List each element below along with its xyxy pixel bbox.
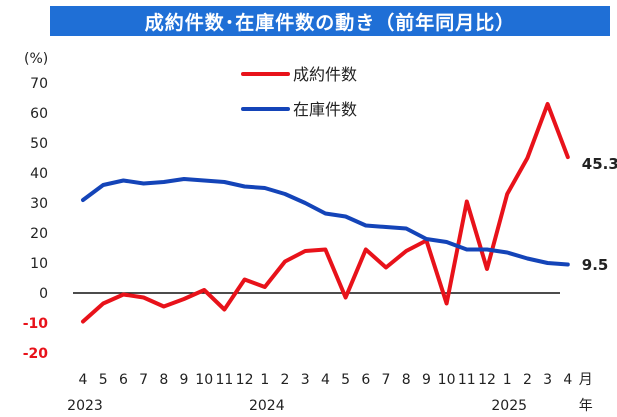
- x-tick-label: 3: [543, 372, 552, 388]
- x-tick-label: 11: [458, 372, 476, 388]
- x-tick-label: 9: [180, 372, 189, 388]
- y-tick-label: 40: [30, 166, 48, 182]
- y-tick-label: 70: [30, 76, 48, 92]
- x-year-label: 2025: [491, 398, 527, 414]
- end-labels: 45.3 9.5: [582, 155, 617, 274]
- x-tick-label: 10: [195, 372, 213, 388]
- x-tick-label: 12: [236, 372, 254, 388]
- x-tick-label: 5: [99, 372, 108, 388]
- x-year-label: 2024: [249, 398, 285, 414]
- y-tick-label: 50: [30, 136, 48, 152]
- end-value-label: 9.5: [582, 256, 609, 274]
- x-tick-label: 6: [361, 372, 370, 388]
- x-tick-label: 2: [281, 372, 290, 388]
- chart-title: 成約件数･在庫件数の動き（前年同月比）: [50, 6, 610, 36]
- y-tick-label: 30: [30, 196, 48, 212]
- y-tick-label: 60: [30, 106, 48, 122]
- x-tick-label: 11: [215, 372, 233, 388]
- y-tick-label: 0: [39, 286, 48, 302]
- legend-label: 成約件数: [293, 65, 357, 84]
- x-unit-year: 年: [579, 398, 593, 414]
- x-tick-label: 7: [139, 372, 148, 388]
- x-tick-label: 1: [260, 372, 269, 388]
- end-value-label: 45.3: [582, 155, 617, 173]
- x-tick-label: 12: [478, 372, 496, 388]
- y-axis-label: (%): [24, 51, 48, 67]
- x-tick-label: 7: [382, 372, 391, 388]
- legend-label: 在庫件数: [293, 100, 357, 119]
- y-tick-label: 10: [30, 256, 48, 272]
- x-tick-label: 8: [402, 372, 411, 388]
- x-tick-label: 4: [563, 372, 572, 388]
- x-tick-label: 9: [422, 372, 431, 388]
- y-tick-label: 20: [30, 226, 48, 242]
- x-tick-label: 5: [341, 372, 350, 388]
- x-tick-label: 4: [79, 372, 88, 388]
- series-lines: [81, 102, 570, 324]
- y-tick-label: -20: [23, 346, 49, 362]
- x-tick-label: 8: [159, 372, 168, 388]
- series-line-inventory: [81, 177, 570, 267]
- x-year-label: 2023: [67, 398, 103, 414]
- x-tick-label: 3: [301, 372, 310, 388]
- y-tick-label: -10: [23, 316, 49, 332]
- x-tick-label: 2: [523, 372, 532, 388]
- x-unit-month: 月: [579, 372, 593, 388]
- x-tick-label: 10: [438, 372, 456, 388]
- x-tick-label: 6: [119, 372, 128, 388]
- x-tick-label: 1: [503, 372, 512, 388]
- x-tick-label: 4: [321, 372, 330, 388]
- y-axis: (%) 70 60 50 40 30 20 10 0 -10 -20: [23, 51, 49, 362]
- series-line-contracts: [81, 102, 570, 324]
